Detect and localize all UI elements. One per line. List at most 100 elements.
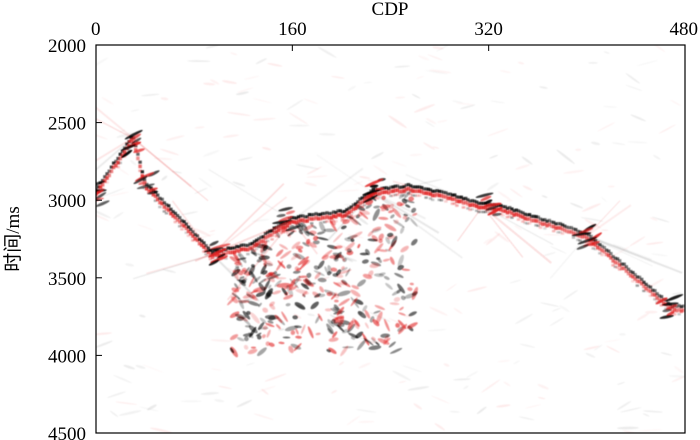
reflector-trough — [426, 187, 430, 191]
reflector-side — [648, 294, 653, 297]
noise-speck — [413, 104, 435, 113]
scatter-wavelet — [398, 323, 408, 335]
reflector-peak — [321, 216, 325, 220]
scatter-wavelet — [318, 221, 326, 233]
noise-speck — [515, 313, 533, 325]
noise-speck — [580, 217, 604, 222]
noise-speck — [500, 70, 512, 74]
reflector-peak — [409, 188, 413, 192]
reflector-peak — [340, 214, 345, 218]
noise-speck — [358, 362, 371, 369]
reflector-trough — [261, 235, 265, 239]
focus-wavelet — [146, 190, 159, 195]
noise-speck — [509, 279, 522, 284]
scatter-wavelet — [396, 289, 402, 294]
noise-speck — [236, 399, 253, 408]
reflector-trough — [640, 277, 644, 281]
scatter-wavelet — [335, 282, 347, 286]
noise-speck — [525, 404, 542, 409]
reflector-trough — [230, 246, 235, 250]
reflector-peak — [552, 224, 556, 229]
reflector-peak — [296, 219, 301, 223]
reflector-trough — [169, 207, 173, 211]
scatter-wavelet — [397, 254, 404, 268]
noise-speck — [539, 86, 548, 89]
focus-wavelet — [571, 232, 592, 237]
reflector-side — [358, 206, 362, 209]
reflector-trough — [534, 215, 538, 219]
scatter-wavelet — [272, 290, 281, 295]
focus-wavelet — [483, 202, 502, 208]
scatter-wavelet — [278, 341, 285, 345]
noise-speck — [193, 228, 211, 237]
scatter-wavelet — [350, 289, 361, 297]
noise-speck — [537, 384, 549, 390]
noise-speck — [222, 134, 240, 138]
reflector-side — [642, 289, 646, 293]
reflector-trough — [593, 239, 598, 243]
reflector-peak — [523, 216, 527, 221]
reflector-peak — [618, 263, 622, 267]
scatter-wavelet — [334, 299, 339, 303]
reflector-side — [415, 194, 419, 197]
reflector-peak — [437, 193, 441, 198]
reflector-peak — [114, 163, 118, 168]
scatter-wavelet — [242, 310, 251, 320]
noise-speck — [373, 164, 389, 176]
noise-speck — [519, 343, 536, 348]
reflector-trough — [514, 208, 518, 212]
reflector-trough — [455, 195, 459, 199]
reflector-trough — [642, 280, 646, 284]
scatter-wavelet — [239, 276, 245, 279]
scatter-wavelet — [399, 306, 404, 311]
reflector-peak — [655, 296, 659, 300]
focus-wavelet — [147, 170, 160, 177]
scatter-wavelet — [372, 208, 380, 221]
reflector-side — [310, 222, 314, 225]
focus-wavelet — [208, 259, 220, 266]
y-tick-label: 3000 — [48, 191, 86, 212]
reflector-peak — [470, 203, 474, 207]
reflector-peak — [549, 224, 554, 228]
reflector-trough — [477, 201, 481, 205]
reflector-peak — [268, 233, 272, 238]
focus-wavelet — [133, 148, 145, 153]
reflector-peak — [158, 200, 162, 205]
reflector-trough — [521, 211, 525, 215]
noise-speck — [407, 386, 430, 391]
reflector-trough — [563, 224, 567, 228]
reflector-peak — [662, 301, 666, 306]
reflector-peak — [642, 284, 646, 289]
reflector-side — [224, 257, 228, 260]
scatter-wavelet — [340, 345, 349, 357]
reflector-side — [409, 193, 413, 196]
scatter-wavelet — [401, 198, 408, 204]
reflector-peak — [294, 220, 298, 225]
scatter-wavelet — [373, 205, 381, 209]
reflector-side — [237, 254, 241, 257]
reflector-trough — [571, 227, 576, 231]
focus-wavelet — [85, 184, 95, 191]
reflector-side — [389, 194, 393, 198]
reflector-trough — [343, 209, 347, 214]
reflector-trough — [373, 187, 378, 191]
reflector-peak — [162, 205, 166, 209]
reflector-trough — [125, 142, 129, 146]
reflector-trough — [211, 251, 215, 255]
scatter-wavelet — [307, 241, 317, 248]
reflector-side — [362, 204, 367, 207]
noise-speck — [642, 410, 663, 413]
reflector-side — [180, 228, 184, 231]
noise-speck — [486, 182, 499, 191]
reflector-trough — [384, 186, 389, 190]
reflector-peak — [384, 190, 389, 194]
noise-speck — [202, 149, 220, 158]
scatter-wavelet — [350, 238, 355, 243]
scatter-wavelet — [364, 322, 369, 329]
reflector-trough — [340, 210, 345, 214]
reflector-peak — [479, 205, 483, 210]
reflector-trough — [602, 246, 606, 250]
scatter-wavelet — [357, 279, 366, 287]
axis-ticks: 0 160 320 480 2000 2500 3000 3500 4000 4500 — [48, 19, 698, 440]
